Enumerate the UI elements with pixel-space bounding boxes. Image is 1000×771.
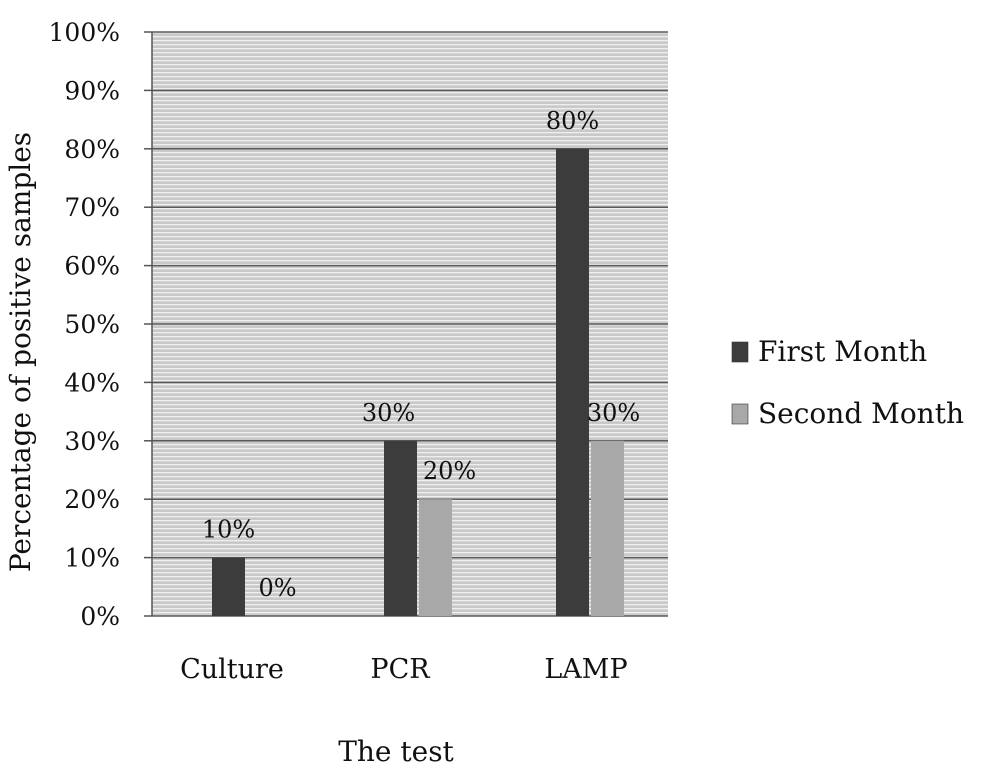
x-axis-title: The test (338, 735, 454, 768)
bar-lamp-second-month (591, 440, 624, 616)
legend-swatch-second-month (731, 403, 749, 425)
y-tick-label: 30% (64, 427, 120, 456)
x-category-label: Culture (180, 654, 284, 685)
y-tick-label: 90% (64, 76, 120, 105)
y-tick-label: 10% (64, 544, 120, 573)
bars (212, 148, 624, 617)
legend: First Month Second Month (731, 335, 964, 430)
bar-pcr-second-month (419, 499, 452, 616)
data-label-pcr-first-month: 30% (362, 399, 415, 427)
bar-pcr-first-month (384, 440, 417, 616)
x-category-label: LAMP (544, 654, 627, 685)
data-label-culture-first-month: 10% (202, 516, 255, 544)
y-tick-label: 80% (64, 135, 120, 164)
data-labels: 10% 0% 30% 20% 80% 30% (202, 107, 640, 602)
y-tick-label: 20% (64, 485, 120, 514)
bar-culture-first-month (212, 557, 245, 616)
bar-lamp-first-month (556, 148, 589, 617)
y-tick-label: 0% (80, 602, 120, 631)
y-tick-label: 60% (64, 252, 120, 281)
legend-label-first-month: First Month (758, 335, 927, 368)
data-label-pcr-second-month: 20% (423, 457, 476, 485)
legend-label-second-month: Second Month (758, 397, 964, 430)
axes: 0% 10% 20% 30% 40% 50% 60% 70% 80% 90% 100% Culture… (49, 18, 628, 685)
y-axis-title: Percentage of positive samples (4, 132, 37, 572)
x-category-label: PCR (370, 654, 430, 685)
y-tick-label: 100% (49, 18, 120, 47)
data-label-culture-second-month: 0% (258, 574, 296, 602)
data-label-lamp-first-month: 80% (546, 107, 599, 135)
y-tick-label: 70% (64, 193, 120, 222)
y-tick-label: 50% (64, 310, 120, 339)
y-tick-label: 40% (64, 368, 120, 397)
data-label-lamp-second-month: 30% (587, 399, 640, 427)
legend-swatch-first-month (731, 341, 749, 363)
